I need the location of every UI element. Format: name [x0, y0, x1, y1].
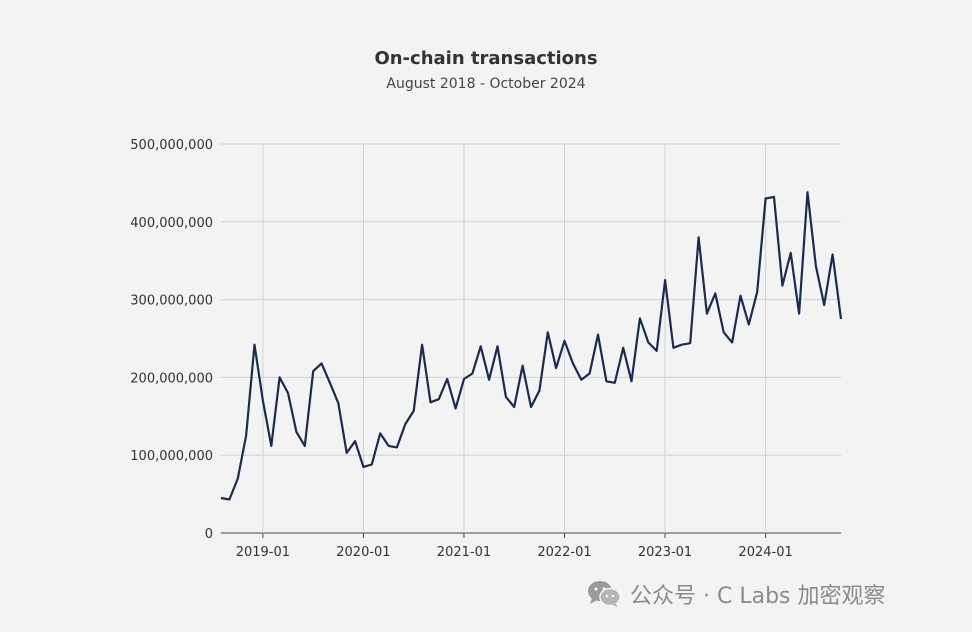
grid — [221, 143, 841, 534]
y-tick-label: 0 — [205, 527, 213, 542]
y-tick-label: 400,000,000 — [130, 216, 213, 231]
x-tick-label: 2022-01 — [537, 545, 591, 560]
watermark: 公众号 · C Labs 加密观察 — [586, 578, 886, 610]
y-tick-label: 200,000,000 — [130, 371, 213, 386]
y-tick-label: 500,000,000 — [130, 138, 213, 153]
watermark-text: 公众号 · C Labs 加密观察 — [630, 584, 886, 609]
x-tick-label: 2024-01 — [738, 545, 792, 560]
chart-title: On-chain transactions — [374, 48, 598, 69]
axes: 0 100,000,000 200,000,000 300,000,000 400,00… — [130, 138, 792, 560]
wechat-icon — [588, 581, 621, 607]
x-tick-label: 2019-01 — [236, 545, 290, 560]
x-tick-label: 2023-01 — [638, 545, 692, 560]
x-tick-label: 2020-01 — [336, 545, 390, 560]
series-line — [220, 191, 843, 501]
x-tick-label: 2021-01 — [437, 545, 491, 560]
y-tick-label: 300,000,000 — [130, 294, 213, 309]
chart-subtitle: August 2018 - October 2024 — [386, 76, 586, 92]
series — [220, 191, 843, 501]
y-tick-label: 100,000,000 — [130, 449, 213, 464]
